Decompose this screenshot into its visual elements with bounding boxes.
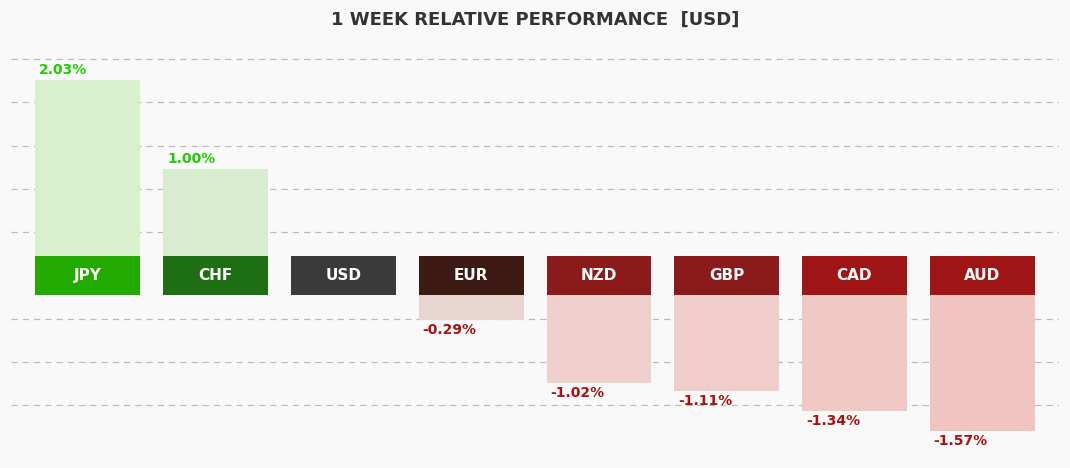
Text: -1.34%: -1.34% (806, 414, 860, 428)
Bar (674, 295, 779, 391)
Bar (35, 256, 140, 295)
Text: -1.02%: -1.02% (550, 387, 605, 401)
Bar (418, 295, 523, 320)
Text: JPY: JPY (74, 268, 102, 283)
Bar (674, 256, 779, 295)
Bar (35, 80, 140, 256)
Text: -1.57%: -1.57% (934, 434, 988, 448)
Bar (802, 295, 907, 410)
Text: -0.29%: -0.29% (423, 323, 476, 337)
Text: GBP: GBP (709, 268, 745, 283)
Text: CAD: CAD (837, 268, 872, 283)
Bar (291, 256, 396, 295)
Bar (163, 256, 268, 295)
Text: 1.00%: 1.00% (167, 152, 215, 166)
Bar (930, 295, 1035, 431)
Title: 1 WEEK RELATIVE PERFORMANCE  [USD]: 1 WEEK RELATIVE PERFORMANCE [USD] (331, 11, 739, 29)
Bar (418, 256, 523, 295)
Bar (547, 256, 652, 295)
Text: NZD: NZD (581, 268, 617, 283)
Text: AUD: AUD (964, 268, 1000, 283)
Text: 2.03%: 2.03% (40, 63, 88, 77)
Bar (547, 295, 652, 383)
Text: EUR: EUR (454, 268, 488, 283)
Text: CHF: CHF (198, 268, 232, 283)
Text: -1.11%: -1.11% (678, 394, 732, 408)
Bar (802, 256, 907, 295)
Bar (163, 169, 268, 256)
Text: USD: USD (325, 268, 362, 283)
Bar (930, 256, 1035, 295)
